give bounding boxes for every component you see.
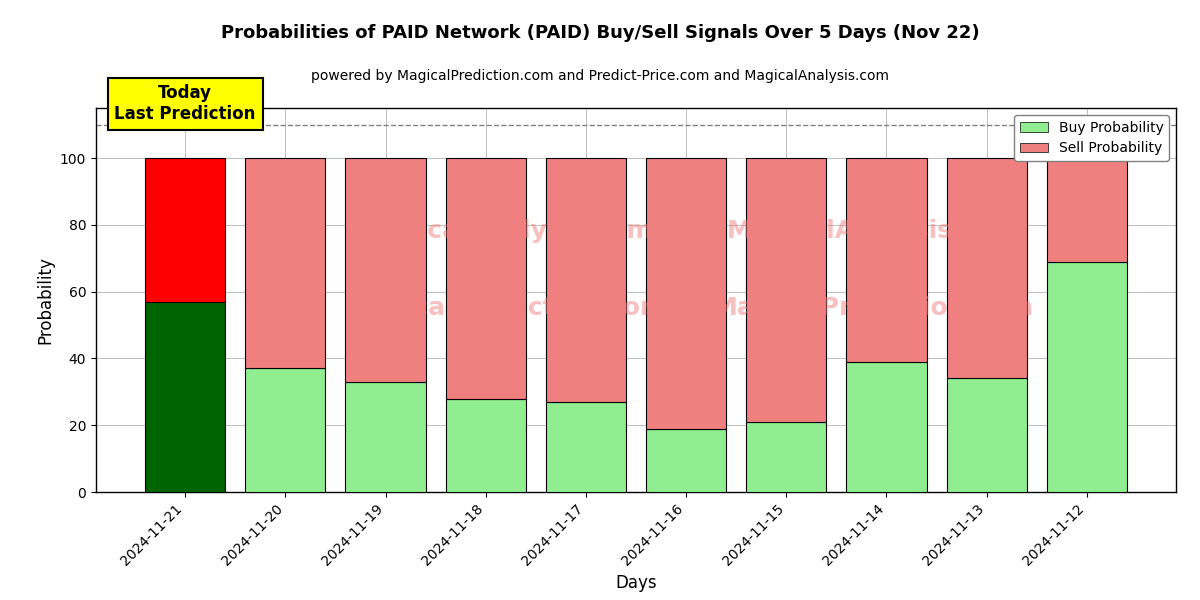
Bar bbox=[245, 158, 325, 368]
Bar bbox=[746, 422, 827, 492]
Bar bbox=[145, 158, 226, 302]
Bar bbox=[947, 158, 1027, 379]
Text: powered by MagicalPrediction.com and Predict-Price.com and MagicalAnalysis.com: powered by MagicalPrediction.com and Pre… bbox=[311, 69, 889, 83]
Bar bbox=[1046, 158, 1127, 262]
Text: MagicalAnalysis.com: MagicalAnalysis.com bbox=[727, 219, 1020, 243]
Bar bbox=[846, 158, 926, 362]
Bar bbox=[346, 158, 426, 382]
Bar bbox=[546, 158, 626, 402]
Text: MagicalPrediction.com: MagicalPrediction.com bbox=[346, 296, 667, 320]
Legend: Buy Probability, Sell Probability: Buy Probability, Sell Probability bbox=[1014, 115, 1169, 161]
Bar bbox=[746, 158, 827, 422]
Text: MagicalAnalysis.com: MagicalAnalysis.com bbox=[360, 219, 653, 243]
Bar bbox=[346, 382, 426, 492]
Text: Probabilities of PAID Network (PAID) Buy/Sell Signals Over 5 Days (Nov 22): Probabilities of PAID Network (PAID) Buy… bbox=[221, 24, 979, 42]
Bar bbox=[445, 398, 526, 492]
X-axis label: Days: Days bbox=[616, 574, 656, 592]
Bar bbox=[1046, 262, 1127, 492]
Bar bbox=[145, 302, 226, 492]
Bar bbox=[947, 379, 1027, 492]
Bar bbox=[846, 362, 926, 492]
Text: Today
Last Prediction: Today Last Prediction bbox=[114, 84, 256, 123]
Bar bbox=[546, 402, 626, 492]
Bar bbox=[646, 428, 726, 492]
Bar bbox=[646, 158, 726, 428]
Bar bbox=[445, 158, 526, 398]
Bar bbox=[245, 368, 325, 492]
Y-axis label: Probability: Probability bbox=[36, 256, 54, 344]
Text: MagicalPrediction.com: MagicalPrediction.com bbox=[713, 296, 1034, 320]
